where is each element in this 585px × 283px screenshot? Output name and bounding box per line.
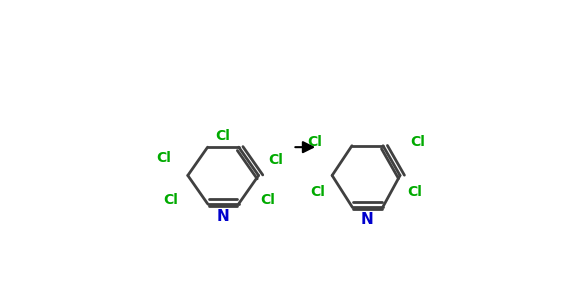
Text: Cl: Cl: [310, 185, 325, 200]
Text: Cl: Cl: [163, 192, 178, 207]
Text: Cl: Cl: [216, 129, 230, 143]
Text: Cl: Cl: [260, 192, 275, 207]
Text: N: N: [361, 212, 374, 227]
Text: N: N: [217, 209, 229, 224]
Text: Cl: Cl: [269, 153, 283, 167]
Text: Cl: Cl: [407, 185, 422, 200]
Text: Cl: Cl: [156, 151, 171, 166]
Text: Cl: Cl: [410, 134, 425, 149]
Text: Cl: Cl: [307, 134, 322, 149]
